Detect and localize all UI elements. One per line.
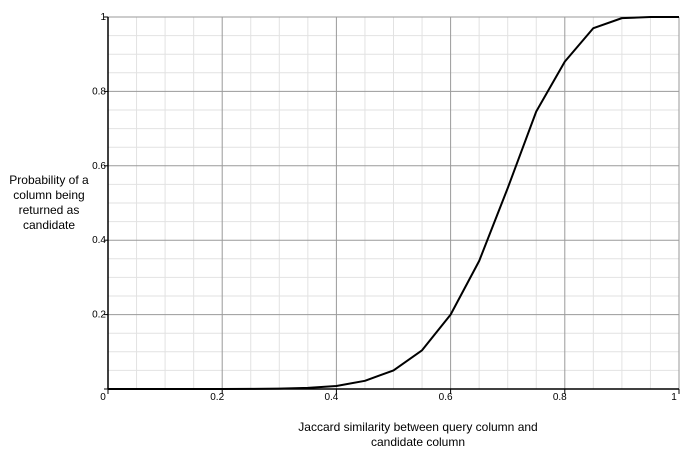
y-tick-label: 0.8 [92,86,106,97]
x-tick-label: 1 [671,392,677,403]
y-tick-label: 0.4 [92,235,106,246]
x-axis-label: Jaccard similarity between query column … [298,420,538,449]
y-tick-label: 1 [100,12,106,23]
x-tick-label: 0.2 [210,392,224,403]
y-axis-label: Probability of a column being returned a… [9,173,89,232]
y-tick-label: 0.2 [92,310,106,321]
y-tick-label: 0.6 [92,161,106,172]
x-tick-label: 0.4 [324,392,338,403]
x-tick-label: 0.6 [439,392,453,403]
x-tick-label: 0 [100,392,106,403]
curve [108,16,679,390]
x-tick-label: 0.8 [553,392,567,403]
